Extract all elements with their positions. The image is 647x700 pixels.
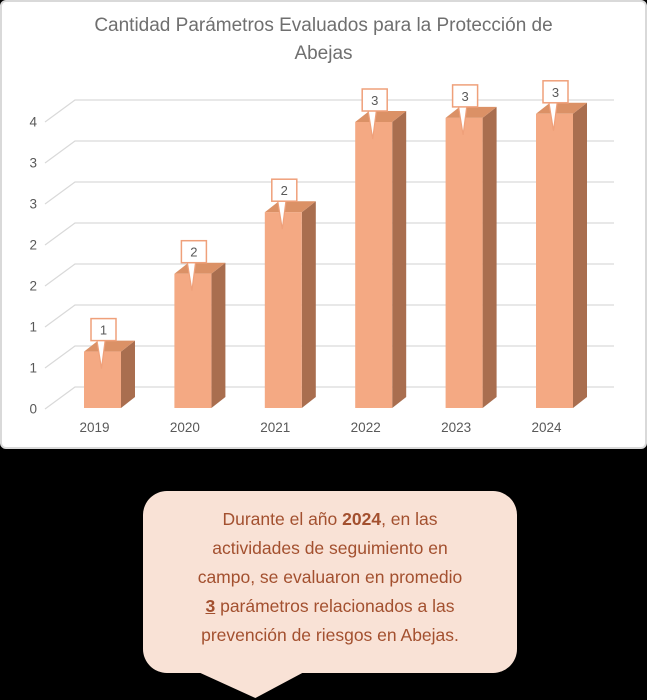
y-tick-label: 1	[29, 361, 37, 376]
bar-side-face	[121, 340, 135, 408]
data-label-value: 3	[371, 93, 378, 108]
bar-side-face	[573, 102, 587, 409]
x-axis-label: 2023	[441, 420, 471, 435]
gridline	[44, 222, 614, 246]
callout-segment: 2024	[342, 509, 382, 529]
callout-tail	[196, 671, 306, 698]
data-label-box	[90, 317, 117, 342]
y-tick-label: 2	[29, 238, 37, 253]
x-axis-label: 2019	[79, 420, 109, 435]
y-tick-label: 2	[29, 279, 37, 294]
bar-top-face	[84, 340, 135, 352]
bar-front-face	[536, 113, 573, 409]
y-tick-label: 4	[29, 115, 37, 130]
bar-front-face	[174, 273, 212, 408]
gridline	[44, 140, 614, 164]
callout-segment: 3	[205, 596, 216, 616]
data-label-box	[180, 239, 208, 264]
bar-side-face	[211, 262, 226, 408]
data-label-box	[271, 178, 298, 202]
bar-top-face	[355, 111, 407, 122]
callout-segment: , en las	[381, 509, 438, 529]
bar-2019: 1 2019	[79, 317, 135, 435]
gridline	[44, 304, 614, 328]
bar-top-face	[445, 106, 497, 118]
callout-segment: prevención de riesgos en Abejas.	[201, 625, 459, 645]
callout-segment: parámetros relacionados a las	[215, 596, 455, 616]
data-label-box	[451, 84, 479, 108]
bar-front-face	[264, 212, 302, 408]
data-label-value: 3	[461, 89, 468, 104]
y-tick-label: 3	[29, 197, 37, 212]
callout-segment: campo, se evaluaron en promedio	[197, 567, 463, 587]
gridline	[44, 181, 614, 205]
data-label-value: 3	[552, 85, 559, 100]
bar-2024: 3 2024	[531, 80, 587, 435]
bar-2022: 3 2022	[351, 88, 407, 435]
bar-2023: 3 2023	[441, 84, 497, 435]
y-tick-label: 0	[29, 402, 37, 417]
bar-2021: 2 2021	[260, 178, 316, 435]
data-label-box	[542, 80, 569, 104]
bar-front-face	[355, 122, 393, 408]
gridline	[44, 386, 614, 410]
gridline	[44, 345, 614, 369]
callout-line: actividades de seguimiento en	[143, 534, 517, 563]
data-label-value: 2	[281, 183, 288, 198]
gridline	[44, 99, 614, 123]
chart-card: Cantidad Parámetros Evaluados para la Pr…	[0, 0, 647, 449]
callout-line: Durante el año 2024, en las	[143, 505, 517, 534]
bar-top-face	[536, 102, 587, 114]
bar-side-face	[301, 201, 316, 408]
x-axis-label: 2021	[260, 420, 290, 435]
x-axis-label: 2024	[531, 420, 562, 435]
callout-segment: actividades de seguimiento en	[212, 538, 448, 558]
chart-plot: 0 1 1 2 2 3 3 4 1 2019 2 2020 2 2021 3 2022 3 2023 3 2024	[29, 80, 614, 435]
bar-side-face	[392, 111, 407, 408]
callout-line: 3 parámetros relacionados a las	[143, 592, 517, 621]
data-label-box	[361, 88, 388, 112]
gridline	[44, 263, 614, 287]
callout-line: campo, se evaluaron en promedio	[143, 563, 517, 592]
callout-segment: Durante el año	[222, 509, 343, 529]
bar-top-face	[174, 262, 226, 274]
y-tick-label: 1	[29, 320, 37, 335]
y-tick-label: 3	[29, 156, 37, 171]
bar-top-face	[264, 201, 316, 213]
chart-title: Cantidad Parámetros Evaluados para la Pr…	[2, 12, 645, 68]
data-label-value: 2	[190, 245, 197, 260]
data-label-value: 1	[100, 323, 107, 338]
bar-side-face	[482, 106, 497, 409]
x-axis-label: 2020	[170, 420, 200, 435]
bar-2020: 2 2020	[170, 239, 226, 435]
bar-front-face	[445, 117, 483, 409]
x-axis-label: 2022	[351, 420, 381, 435]
callout-line: prevención de riesgos en Abejas.	[143, 621, 517, 650]
callout-text: Durante el año 2024, en las actividades d…	[143, 505, 517, 650]
chart-title-text: Cantidad Parámetros Evaluados para la Pr…	[94, 15, 553, 64]
callout-bubble	[143, 491, 517, 673]
